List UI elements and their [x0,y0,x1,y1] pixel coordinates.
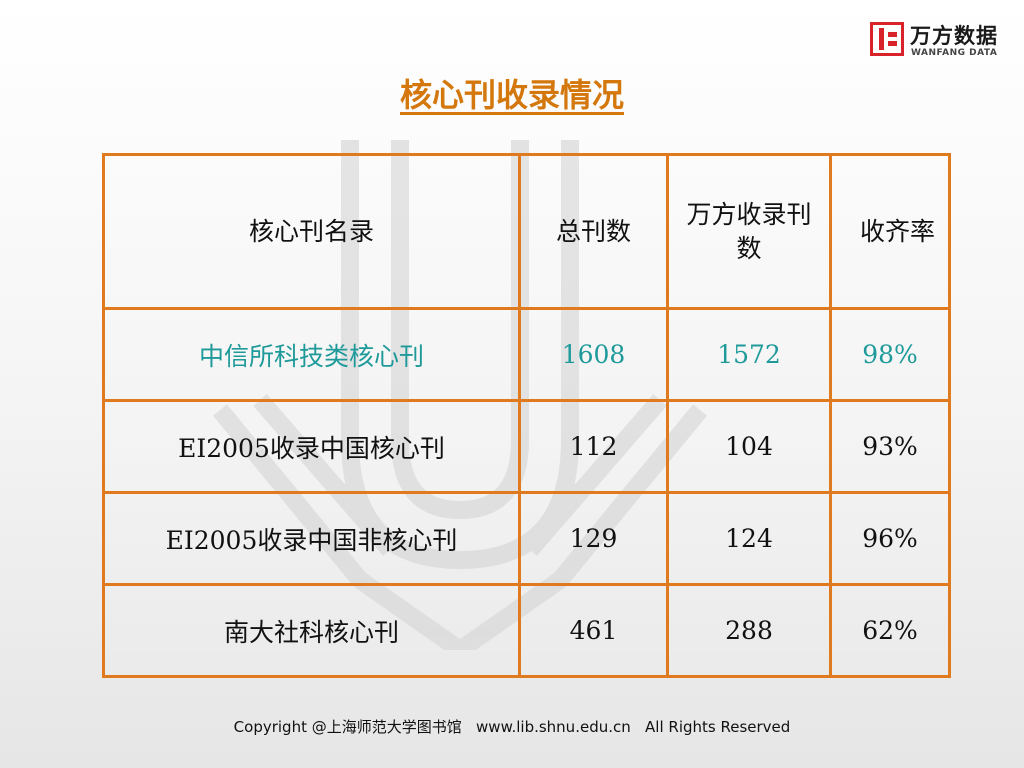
header-coverage-rate: 收齐率 [829,153,951,310]
cell-rate: 96% [829,491,951,586]
cell-journal-name: EI2005收录中国非核心刊 [102,491,521,586]
cell-wanfang: 124 [666,491,832,586]
header-coverage-rate-label: 收齐率 [859,216,935,246]
header-journal-list: 核心刊名录 [102,153,521,310]
cell-rate: 98% [829,307,951,402]
wanfang-logo: 万方数据 WANFANG DATA [870,18,1010,62]
logo-name-en: WANFANG DATA [911,48,998,58]
cell-wanfang: 1572 [666,307,832,402]
journal-coverage-table: 核心刊名录 总刊数 万方收录刊数 收齐率 中信所科技类核心刊 1608 1572… [102,153,951,678]
cell-total: 1608 [518,307,669,402]
cell-total: 129 [518,491,669,586]
cell-journal-name: 南大社科核心刊 [102,583,521,678]
cell-rate: 93% [829,399,951,494]
cell-total: 112 [518,399,669,494]
logo-name-cn: 万方数据 [910,24,998,48]
table-row: EI2005收录中国核心刊 112 104 93% [102,399,951,494]
table-row: 南大社科核心刊 461 288 62% [102,583,951,678]
cell-journal-name: EI2005收录中国核心刊 [102,399,521,494]
copyright-footer: Copyright @上海师范大学图书馆 www.lib.shnu.edu.cn… [233,718,791,736]
table-header-row: 核心刊名录 总刊数 万方收录刊数 收齐率 [102,153,951,310]
table-row: 中信所科技类核心刊 1608 1572 98% [102,307,951,402]
table-row: EI2005收录中国非核心刊 129 124 96% [102,491,951,586]
header-wanfang-count: 万方收录刊数 [666,153,832,310]
cell-wanfang: 104 [666,399,832,494]
header-total-count: 总刊数 [518,153,669,310]
cell-rate: 62% [829,583,951,678]
header-wanfang-count-label: 万方收录刊数 [686,199,812,263]
cell-wanfang: 288 [666,583,832,678]
wanfang-logo-icon [870,22,904,56]
page-title: 核心刊收录情况 [399,76,624,114]
cell-total: 461 [518,583,669,678]
cell-journal-name: 中信所科技类核心刊 [102,307,521,402]
